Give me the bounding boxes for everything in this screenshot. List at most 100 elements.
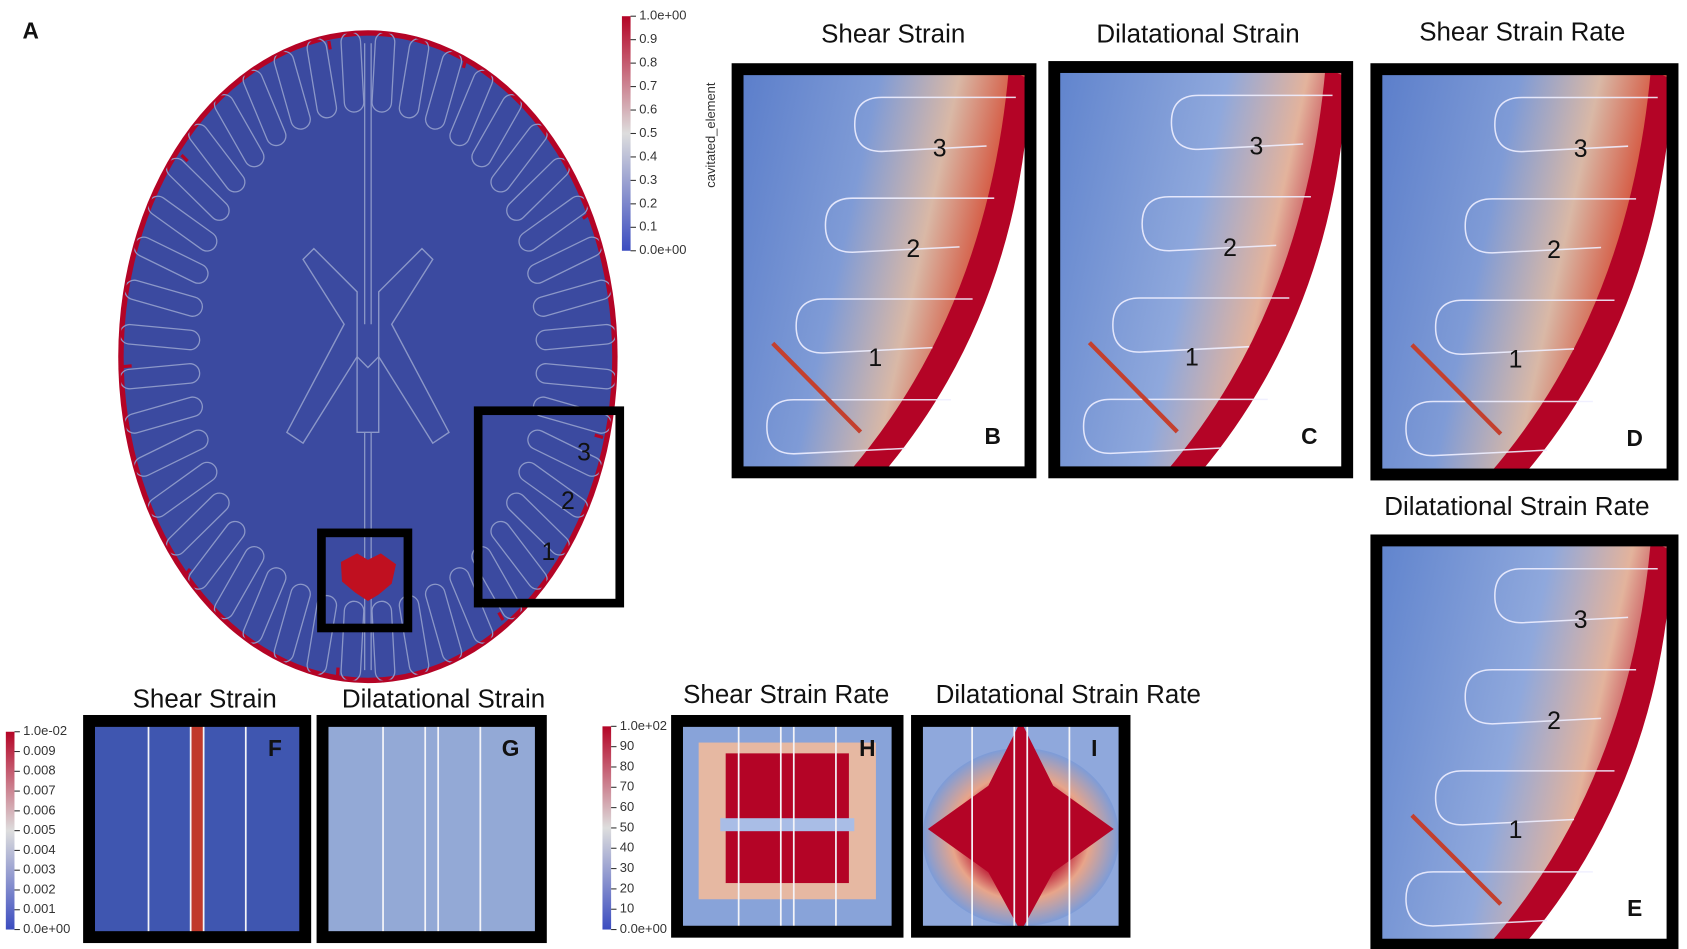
sulcus-red [327,40,332,50]
brain-surface [1488,69,1673,475]
gyrus [340,600,365,681]
zoom-panel [316,714,547,944]
gyrus-outline [853,96,1016,153]
blob-gap [720,818,855,832]
panel-frame [1370,534,1679,949]
gyrus-outline [795,298,973,354]
panel-label: B [984,423,1000,449]
region-label: 2 [906,236,920,263]
colorbar-tick-label: 0.008 [23,763,55,778]
brain-surface [848,69,1031,473]
colorbar-tick-label: 0.5 [639,125,657,140]
colorbar-tick-label: 0.009 [23,743,55,758]
panel-label: H [859,735,875,761]
region-label: 2 [1223,235,1237,262]
sulcus-red [461,59,468,69]
gyrus-outline [1405,400,1593,457]
colorbar-tick-label: 0.6 [639,101,657,116]
region-label: 3 [1574,607,1588,634]
zoom-box-midline [317,528,413,633]
panel-title: Dilatational Strain Rate [936,681,1201,709]
panel-title: Shear Strain [821,21,965,49]
sulcus-red [497,611,505,621]
brain-surface [1165,67,1348,473]
zoom-panel [1048,61,1354,479]
gyrus-outline [1434,299,1615,356]
gyrus-outline [824,197,995,253]
colorbar-cavitation [621,16,631,251]
colorbar-tick-label: 20 [620,880,634,895]
brain [123,35,613,678]
region-label: 1 [1185,344,1199,371]
panel-label: D [1626,425,1642,451]
outside [884,79,1031,473]
colorbar-tick-label: 80 [620,758,634,773]
region-label: 1 [868,345,882,372]
region-label: 3 [1574,136,1588,163]
sulcus-red [122,364,132,369]
gyrus-outline [1141,195,1311,252]
panel-frame [83,714,312,944]
colorbar-tick-label: 0.8 [639,55,657,70]
colorbar-tick-label: 0.0e+00 [639,242,686,257]
zoom-panel [671,714,904,938]
colorbar-tick-label: 0.9 [639,31,657,46]
region-label: 3 [1249,134,1263,161]
gyrus-outline [1494,96,1658,153]
region-label: 3 [577,440,591,467]
colorbar-tick-label: 0.7 [639,78,657,93]
colorbar-title: cavitated_element [703,82,718,188]
colorbar-tick-label: 0.007 [23,783,55,798]
brain-surface [1488,540,1673,945]
sulcus-streak [1087,341,1179,434]
zoom-panel [83,714,312,944]
gyrus-outline [1434,770,1615,826]
colorbar-tick-label: 1.0e+02 [620,718,667,733]
outside [1524,551,1673,945]
colorbar-tick-label: 0.004 [23,842,55,857]
panel-frame [316,714,547,944]
strain-band [190,720,204,938]
gyrus-outline [1170,94,1333,151]
sulcus-red [594,433,604,439]
panel-title: Dilatational Strain [342,685,545,713]
panel-title: Shear Strain Rate [683,681,889,709]
colorbar-tick-label: 0.0e+00 [23,921,70,936]
gyrus [535,363,616,390]
gyrus-outline [1082,398,1268,455]
colorbar-tick-label: 0.3 [639,172,657,187]
region-label: 1 [1509,347,1523,374]
colorbar-tick-label: 50 [620,819,634,834]
star-core [927,720,1114,932]
panel-frame [671,714,904,938]
zoom-panel [911,714,1131,938]
sulcus-streak [771,341,863,434]
sulcus-red [180,153,189,163]
gyrus-outline [1494,567,1658,624]
gyrus [340,32,365,113]
colorbar-tick-label: 10 [620,901,634,916]
region-label: 2 [1547,237,1561,264]
gyrus-outline [766,399,951,455]
outside [1200,77,1348,473]
colorbar-tick-label: 0.2 [639,195,657,210]
colorbar-rate [602,726,612,930]
panel-title: Shear Strain [133,685,277,713]
gyrus-outline [1464,198,1637,254]
midline [364,43,372,671]
colorbar-tick-label: 1.0e-02 [23,723,67,738]
region-label: 1 [1509,817,1523,844]
gyrus [120,323,201,351]
zoom-panel [731,63,1037,479]
panel-frame [911,714,1131,938]
colorbar-tick-label: 0.002 [23,881,55,896]
panel-label: C [1301,423,1317,449]
colorbar-tick-label: 1.0e+00 [639,8,686,23]
panel-frame [1048,61,1354,479]
colorbar-tick-label: 0.005 [23,822,55,837]
zoom-panel [1370,534,1679,949]
tissue [322,720,541,938]
panel-label: F [268,735,282,761]
colorbar-tick-label: 40 [620,840,634,855]
sulcus-red [183,567,192,577]
